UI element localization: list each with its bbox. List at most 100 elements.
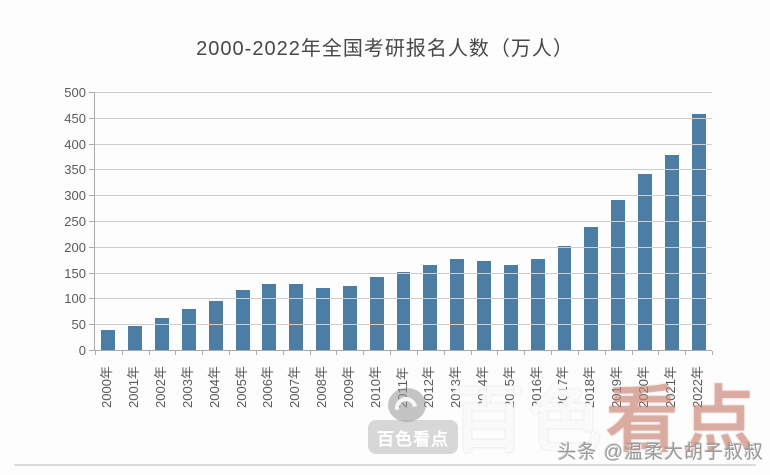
bar-2016年 [530, 258, 545, 350]
gridline [95, 143, 712, 145]
x-axis-tick [631, 351, 633, 355]
bar-slot [229, 92, 256, 350]
gridline [95, 169, 712, 171]
bar-slot [578, 92, 605, 350]
bar-2000年 [101, 329, 116, 350]
x-axis-tick [148, 351, 150, 355]
bar-slot [605, 92, 632, 350]
x-axis-tick [551, 351, 553, 355]
bar-2008年 [316, 288, 330, 350]
bar-slot [632, 92, 659, 350]
bar-slot [497, 92, 524, 350]
x-axis-tick [390, 351, 392, 355]
y-axis-tick [89, 350, 94, 351]
bar-2005年 [235, 289, 250, 350]
gridline [95, 298, 712, 300]
bar-slot [175, 92, 202, 350]
gridline [95, 324, 712, 326]
bar-2004年 [208, 301, 223, 350]
x-axis-tick [255, 351, 257, 355]
x-axis-tick [577, 351, 579, 355]
bar-2018年 [584, 227, 599, 350]
y-axis-tick [89, 92, 94, 93]
x-tick-label: 2005年 [233, 366, 249, 408]
y-axis-tick [89, 169, 94, 171]
x-axis-tick [604, 351, 606, 355]
watermark-logo-icon [388, 388, 426, 422]
x-axis-tick [685, 351, 687, 355]
y-tick-label: 50 [71, 317, 86, 333]
x-axis-tick [336, 351, 338, 355]
x-axis-tick [363, 351, 365, 355]
x-tick-label: 2000年 [99, 366, 115, 408]
y-axis-tick [89, 272, 94, 274]
x-axis-tick [712, 351, 713, 355]
bar-slot [551, 92, 578, 350]
bar-slot [95, 92, 122, 350]
x-axis-tick [229, 351, 231, 355]
y-axis-tick [89, 324, 94, 326]
bar-slot [283, 92, 310, 350]
x-axis-tick [658, 351, 660, 355]
x-tick-label: 2018年 [582, 366, 598, 408]
bar-2017年 [557, 246, 572, 350]
x-axis-tick [121, 351, 123, 355]
bar-slot [310, 92, 337, 350]
bar-2003年 [181, 308, 196, 350]
x-tick-label: 2004年 [206, 366, 222, 408]
bar-2022年 [691, 114, 706, 350]
bottom-divider [14, 464, 756, 466]
bar-slot [417, 92, 444, 350]
y-axis-tick [89, 298, 94, 300]
x-axis-tick [416, 351, 418, 355]
y-tick-label: 300 [64, 188, 86, 204]
x-tick-label: 2007年 [287, 366, 303, 408]
x-axis-tick [497, 351, 499, 355]
x-tick-label: 2019年 [609, 366, 625, 408]
bar-2011年 [396, 272, 411, 350]
x-tick-label: 2013年 [448, 366, 464, 408]
x-axis-tick [282, 351, 284, 355]
gridline [95, 246, 712, 248]
bar-slot [336, 92, 363, 350]
bar-2020年 [638, 174, 652, 350]
x-tick-label: 2014年 [474, 366, 490, 408]
x-tick-label: 2021年 [662, 366, 678, 408]
x-tick-label: 2022年 [689, 366, 705, 408]
x-tick-label: 2008年 [314, 366, 330, 408]
gridline [95, 195, 712, 197]
y-axis-tick [89, 195, 94, 197]
x-tick-label: 2003年 [179, 366, 195, 408]
bar-2006年 [262, 284, 277, 350]
x-tick-label: 2001年 [126, 366, 142, 408]
y-tick-label: 350 [64, 162, 86, 178]
chart-title: 2000-2022年全国考研报名人数（万人） [196, 38, 574, 60]
x-axis-tick [443, 351, 445, 355]
x-tick-label: 2002年 [153, 366, 169, 408]
x-axis-tick [202, 351, 204, 355]
x-tick-label: 2016年 [528, 366, 544, 408]
bar-2019年 [611, 200, 626, 350]
x-tick-label: 2006年 [260, 366, 276, 408]
bar-slot [256, 92, 283, 350]
bar-slot [149, 92, 176, 350]
watermark-badge: 百色看点 [368, 420, 458, 454]
gridline [95, 117, 712, 119]
bars-container [95, 92, 712, 350]
x-tick-label: 2017年 [555, 366, 571, 408]
y-tick-label: 150 [64, 265, 86, 281]
bar-2015年 [503, 264, 518, 350]
gridline [95, 272, 712, 274]
y-tick-label: 500 [64, 85, 86, 100]
bar-slot [685, 92, 712, 350]
x-tick-label: 2010年 [367, 366, 383, 408]
bar-2009年 [342, 285, 357, 350]
y-tick-label: 100 [64, 291, 86, 307]
bar-slot [363, 92, 390, 350]
bar-slot [202, 92, 229, 350]
x-axis-tick [309, 351, 311, 355]
x-axis-tick [175, 351, 177, 355]
author-byline: 头条 @温柔大胡子叔叔 [557, 442, 764, 463]
bar-2001年 [128, 326, 143, 350]
